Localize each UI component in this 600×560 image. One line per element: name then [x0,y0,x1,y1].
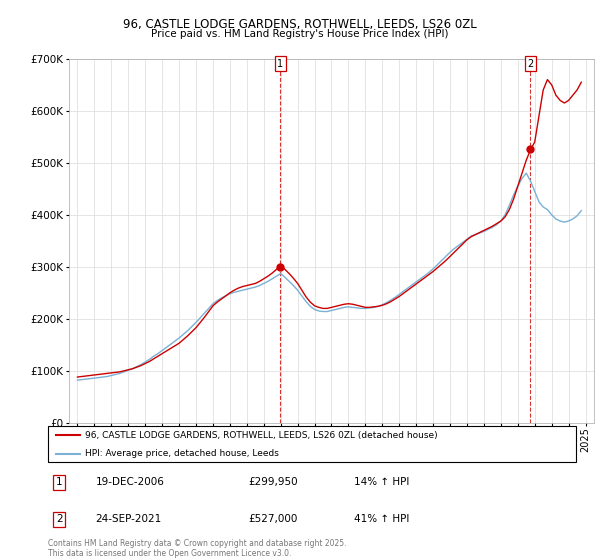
Text: 41% ↑ HPI: 41% ↑ HPI [354,515,410,524]
Text: £527,000: £527,000 [248,515,298,524]
Text: 2: 2 [56,515,62,524]
Text: 96, CASTLE LODGE GARDENS, ROTHWELL, LEEDS, LS26 0ZL (detached house): 96, CASTLE LODGE GARDENS, ROTHWELL, LEED… [85,431,437,440]
Text: HPI: Average price, detached house, Leeds: HPI: Average price, detached house, Leed… [85,450,279,459]
Text: Contains HM Land Registry data © Crown copyright and database right 2025.
This d: Contains HM Land Registry data © Crown c… [48,539,347,558]
Text: Price paid vs. HM Land Registry's House Price Index (HPI): Price paid vs. HM Land Registry's House … [151,29,449,39]
Text: 24-SEP-2021: 24-SEP-2021 [95,515,162,524]
Text: £299,950: £299,950 [248,477,298,487]
Text: 1: 1 [277,59,283,69]
Text: 96, CASTLE LODGE GARDENS, ROTHWELL, LEEDS, LS26 0ZL: 96, CASTLE LODGE GARDENS, ROTHWELL, LEED… [123,18,477,31]
Text: 19-DEC-2006: 19-DEC-2006 [95,477,164,487]
Text: 14% ↑ HPI: 14% ↑ HPI [354,477,410,487]
Text: 2: 2 [527,59,533,69]
Text: 1: 1 [56,477,62,487]
